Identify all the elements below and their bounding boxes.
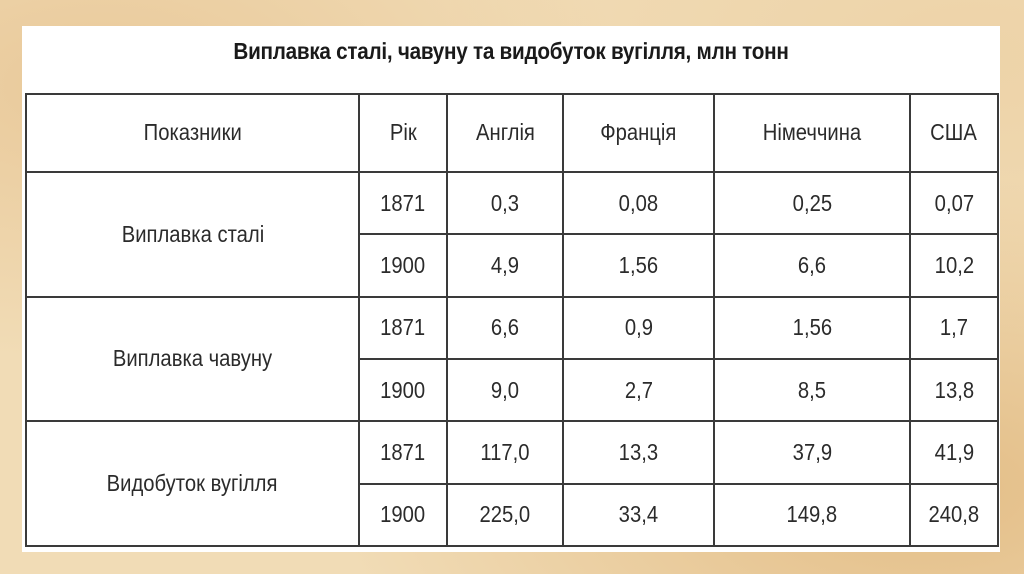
value-cell: 225,0	[446, 482, 564, 548]
header-england: Англія	[446, 93, 564, 173]
value-cell: 0,07	[909, 170, 999, 236]
value-cell: 4,9	[446, 233, 564, 298]
indicator-steel: Виплавка сталі	[25, 170, 360, 298]
value-cell: 1,56	[713, 295, 911, 360]
value-cell: 0,08	[562, 170, 715, 236]
value-cell: 1,56	[562, 233, 715, 298]
value-cell: 117,0	[446, 420, 564, 485]
header-germany: Німеччина	[713, 93, 911, 173]
year-cell: 1871	[358, 420, 448, 485]
value-cell: 2,7	[562, 357, 715, 423]
table-row: Виплавка сталі 1871 0,3 0,08 0,25 0,07	[25, 170, 999, 298]
header-year: Рік	[358, 93, 448, 173]
value-cell: 13,8	[909, 357, 999, 423]
header-row: Показники Рік Англія Франція Німеччина С…	[25, 93, 999, 173]
header-france: Франція	[562, 93, 715, 173]
year-cell: 1871	[358, 170, 448, 236]
value-cell: 0,25	[713, 170, 911, 236]
table-row: 1900 9,0 2,7 8,5 13,8	[26, 357, 999, 423]
value-cell: 0,9	[562, 295, 715, 360]
value-cell: 41,9	[909, 420, 999, 485]
value-cell: 10,2	[909, 233, 999, 298]
value-cell: 33,4	[562, 482, 715, 548]
value-cell: 1,7	[909, 295, 999, 360]
year-cell: 1871	[358, 295, 448, 360]
table-row: Виплавка чавуну 1871 6,6 0,9 1,56 1,7	[25, 295, 999, 423]
year-cell: 1900	[358, 233, 448, 298]
year-cell: 1900	[358, 357, 448, 423]
value-cell: 149,8	[713, 482, 911, 548]
value-cell: 9,0	[446, 357, 564, 423]
value-cell: 13,3	[562, 420, 715, 485]
data-table: Показники Рік Англія Франція Німеччина С…	[25, 93, 999, 548]
value-cell: 240,8	[909, 482, 999, 548]
value-cell: 6,6	[713, 233, 911, 298]
table-row: 1900 4,9 1,56 6,6 10,2	[26, 233, 999, 298]
table-row: 1900 225,0 33,4 149,8 240,8	[26, 482, 999, 548]
value-cell: 8,5	[713, 357, 911, 423]
header-usa: США	[909, 93, 999, 173]
value-cell: 0,3	[446, 170, 564, 236]
value-cell: 37,9	[713, 420, 911, 485]
indicator-coal: Видобуток вугілля	[25, 420, 360, 547]
indicator-iron: Виплавка чавуну	[25, 295, 360, 423]
value-cell: 6,6	[446, 295, 564, 360]
table-row: Видобуток вугілля 1871 117,0 13,3 37,9 4…	[25, 420, 999, 547]
year-cell: 1900	[358, 482, 448, 548]
slide: Виплавка сталі, чавуну та видобуток вугі…	[22, 26, 1000, 552]
header-indicators: Показники	[25, 93, 360, 173]
table-title: Виплавка сталі, чавуну та видобуток вугі…	[233, 38, 789, 64]
